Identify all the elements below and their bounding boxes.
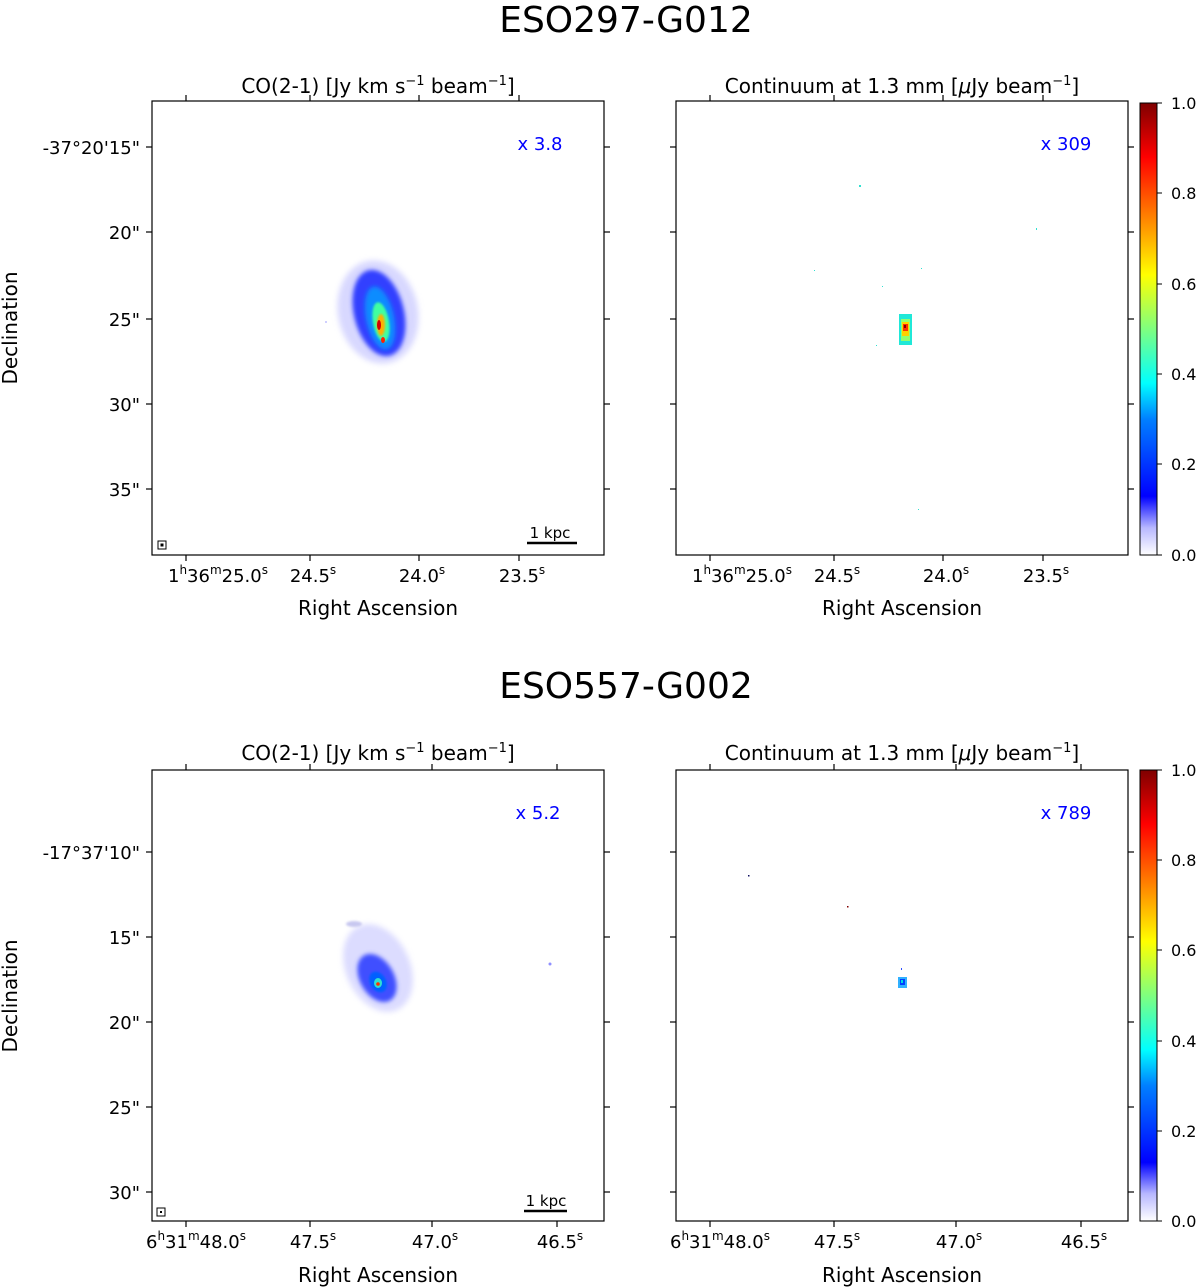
x-tick-label: 23.5s (1023, 563, 1069, 587)
y-tick-label: -17°37'10" (43, 843, 140, 864)
y-tick-label: -37°20'15" (43, 138, 140, 159)
emission-peak (904, 325, 906, 328)
noise-speck (859, 185, 861, 187)
y-tick-label: 20" (109, 1013, 140, 1034)
x-axis-label: Right Ascension (298, 596, 458, 620)
x-tick-label: 24.0s (399, 563, 445, 587)
x-ticks (709, 764, 1082, 1227)
panel-title: CO(2-1) [Jy km s−1 beam−1] (241, 74, 514, 98)
x-tick-label: 6h31m48.0s (670, 1229, 770, 1253)
co-emission-map (325, 260, 419, 364)
normalization-factor: x 789 (1041, 803, 1092, 824)
x-tick-label: 24.0s (923, 563, 969, 587)
colorbar-tick-label: 0.6 (1171, 941, 1196, 960)
colorbar-tick-label: 1.0 (1171, 94, 1196, 113)
galaxy-title: ESO297-G012 (499, 0, 753, 41)
x-ticks (709, 95, 1044, 561)
colorbar-tick-label: 0.2 (1171, 1122, 1196, 1141)
y-tick-label: 25" (109, 1098, 140, 1119)
emission-speck (325, 321, 327, 323)
x-tick-label: 23.5s (499, 563, 545, 587)
axes-frame (675, 100, 1129, 556)
y-ticks (146, 146, 610, 490)
noise-speck (1036, 228, 1037, 230)
y-axis-label: Declination (0, 939, 22, 1052)
axes-frame (151, 769, 605, 1222)
noise-speck (921, 268, 922, 269)
x-tick-label: 47.5s (814, 1229, 860, 1253)
normalization-factor: x 5.2 (516, 803, 561, 824)
y-axis-label: Declination (0, 271, 22, 384)
beam-box (157, 540, 167, 550)
panel-title: Continuum at 1.3 mm [μJy beam−1] (725, 74, 1079, 98)
normalization-factor: x 3.8 (518, 134, 563, 155)
y-tick-label: 20" (109, 223, 140, 244)
noise-speck (876, 345, 877, 346)
normalization-factor: x 309 (1041, 134, 1092, 155)
y-ticks (670, 851, 1134, 1193)
panel-title: Continuum at 1.3 mm [μJy beam−1] (725, 741, 1079, 765)
x-ticks (185, 764, 558, 1227)
colorbar-tick-label: 0.4 (1171, 365, 1196, 384)
x-tick-label: 47.0s (936, 1229, 982, 1253)
y-tick-label: 15" (109, 928, 140, 949)
emission-speck (548, 962, 552, 966)
x-axis-label: Right Ascension (822, 1263, 982, 1287)
beam-ellipse (160, 543, 164, 547)
x-tick-label: 1h36m25.0s (692, 563, 792, 587)
x-axis-label: Right Ascension (298, 1263, 458, 1287)
axes-frame (151, 100, 605, 556)
colorbar (1139, 102, 1158, 556)
noise-speck (882, 286, 883, 287)
emission-halo (346, 921, 362, 927)
y-tick-label: 35" (109, 480, 140, 501)
x-tick-label: 46.5s (1061, 1229, 1107, 1253)
axes-frame (675, 769, 1129, 1222)
continuum-emission-map (748, 875, 907, 988)
colorbar-tick-label: 1.0 (1171, 761, 1196, 780)
noise-speck (901, 968, 902, 970)
colorbar-tick-label: 0.2 (1171, 455, 1196, 474)
scale-bar-label: 1 kpc (526, 1192, 567, 1210)
y-tick-label: 30" (109, 395, 140, 416)
colorbar-ticks (1157, 102, 1162, 556)
emission-peak (381, 337, 385, 343)
x-tick-label: 47.0s (412, 1229, 458, 1253)
emission-peak (376, 982, 380, 986)
x-tick-label: 47.5s (290, 1229, 336, 1253)
continuum-emission-map (814, 185, 1037, 510)
noise-speck (748, 875, 750, 877)
noise-speck (847, 906, 849, 908)
galaxy-title: ESO557-G002 (499, 666, 753, 707)
beam-ellipse (160, 1211, 162, 1213)
y-ticks (670, 146, 1134, 490)
y-ticks (146, 851, 610, 1193)
x-axis-label: Right Ascension (822, 596, 982, 620)
x-tick-label: 6h31m48.0s (146, 1229, 246, 1253)
co-emission-map (343, 921, 552, 1012)
x-tick-label: 24.5s (814, 563, 860, 587)
emission-peak (901, 980, 903, 983)
panel-title: CO(2-1) [Jy km s−1 beam−1] (241, 741, 514, 765)
noise-speck (814, 270, 815, 271)
emission-peak (377, 320, 381, 330)
colorbar-ticks (1157, 769, 1162, 1222)
x-tick-label: 1h36m25.0s (168, 563, 268, 587)
scale-bar-label: 1 kpc (530, 524, 571, 542)
colorbar-tick-label: 0.8 (1171, 184, 1196, 203)
x-tick-label: 46.5s (537, 1229, 583, 1253)
noise-speck (918, 509, 919, 510)
y-tick-label: 25" (109, 310, 140, 331)
colorbar-tick-label: 0.8 (1171, 851, 1196, 870)
colorbar-tick-label: 0.0 (1171, 546, 1196, 565)
colorbar-tick-label: 0.0 (1171, 1212, 1196, 1231)
beam-box (156, 1207, 166, 1217)
colorbar-tick-label: 0.4 (1171, 1032, 1196, 1051)
colorbar-tick-label: 0.6 (1171, 275, 1196, 294)
x-ticks (185, 95, 520, 561)
colorbar (1139, 769, 1158, 1222)
y-tick-label: 30" (109, 1183, 140, 1204)
x-tick-label: 24.5s (290, 563, 336, 587)
